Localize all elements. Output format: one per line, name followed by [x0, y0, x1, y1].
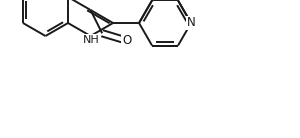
Text: NH: NH: [83, 35, 100, 45]
Text: O: O: [122, 34, 132, 47]
Text: N: N: [187, 17, 195, 30]
